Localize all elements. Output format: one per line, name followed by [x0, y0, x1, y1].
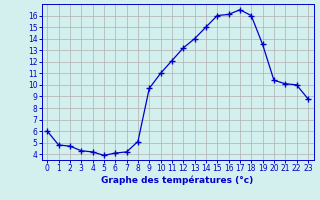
X-axis label: Graphe des températures (°c): Graphe des températures (°c): [101, 176, 254, 185]
